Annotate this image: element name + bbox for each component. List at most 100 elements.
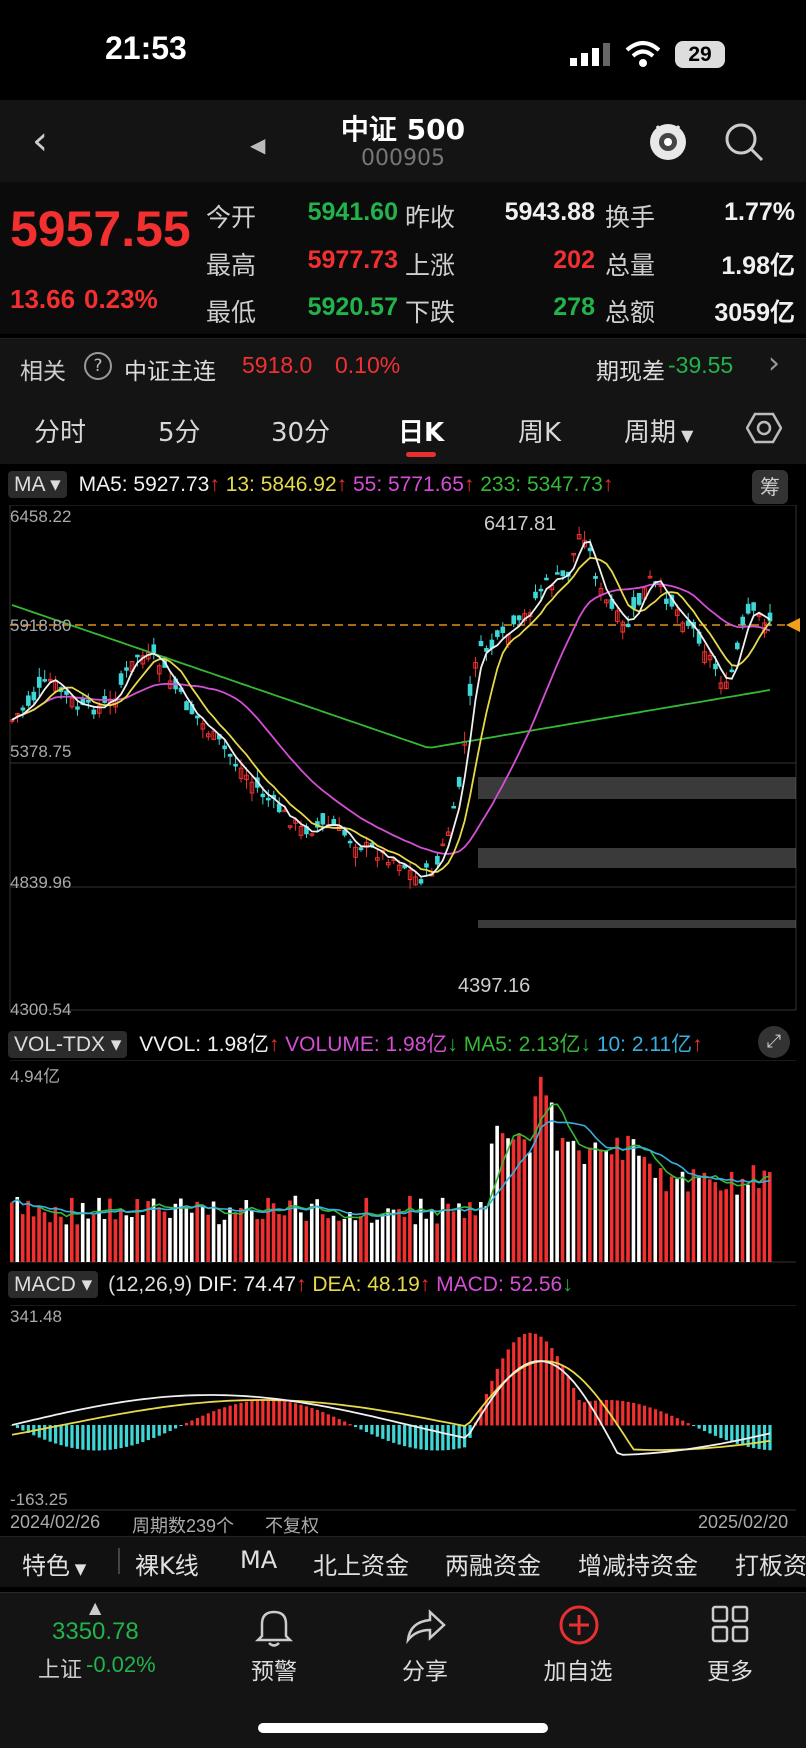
settings-icon[interactable] <box>746 410 782 446</box>
candle-body <box>407 869 413 881</box>
macd-bar <box>261 1400 265 1426</box>
volume-bar <box>735 1194 739 1262</box>
vol-selector[interactable]: VOL-TDX ▾ <box>8 1031 128 1058</box>
macd-bar <box>533 1333 538 1426</box>
index-price[interactable]: 3350.78 <box>52 1618 139 1645</box>
low-value: 5920.57 <box>307 293 398 321</box>
volume-bar <box>228 1207 232 1262</box>
assistant-icon[interactable] <box>645 118 691 164</box>
volume-chart[interactable] <box>0 1060 806 1265</box>
tool-featured[interactable]: 特色 ▼ <box>22 1546 86 1581</box>
candle-body <box>222 745 227 750</box>
volume-bar <box>53 1206 58 1262</box>
macd-bar <box>408 1425 412 1448</box>
macd-bar <box>572 1387 576 1426</box>
volume-bar <box>402 1217 407 1262</box>
tool-limit-up[interactable]: 打板资 <box>735 1552 806 1580</box>
vol-ma10-line <box>11 1119 771 1218</box>
add-circle-icon[interactable] <box>558 1604 600 1646</box>
volume-bar <box>555 1150 559 1262</box>
macd-bar <box>288 1402 292 1426</box>
volume-bar <box>473 1215 478 1262</box>
tab-30min[interactable]: 30分 <box>271 418 331 448</box>
search-icon[interactable] <box>722 120 766 164</box>
macd-bar <box>343 1421 347 1426</box>
ma-selector[interactable]: MA ▾ <box>8 471 67 498</box>
kline-chart[interactable] <box>0 505 806 1015</box>
related-name[interactable]: 中证主连 <box>124 359 216 385</box>
grid-more-icon[interactable] <box>710 1604 750 1644</box>
tab-daily[interactable]: 日K <box>398 418 445 448</box>
help-icon[interactable]: ? <box>84 352 112 380</box>
macd-bar <box>299 1404 303 1426</box>
macd-bar <box>675 1418 679 1426</box>
macd-bar <box>315 1410 319 1426</box>
volume-bar <box>211 1201 216 1262</box>
related-price: 5918.0 <box>242 352 313 378</box>
volume-bar <box>320 1214 325 1262</box>
volume-bar <box>20 1214 25 1262</box>
candle-body <box>647 575 653 579</box>
macd-bar <box>642 1405 647 1426</box>
candle-body <box>724 681 729 689</box>
macd-bar <box>293 1403 298 1426</box>
candle-body <box>484 648 489 652</box>
expand-icon[interactable]: ⤢ <box>758 1026 790 1058</box>
related-row[interactable] <box>0 338 806 397</box>
macd-bar <box>119 1425 123 1449</box>
tool-ma[interactable]: MA <box>240 1546 278 1574</box>
tab-period[interactable]: 周期 ▼ <box>624 412 693 449</box>
back-icon[interactable]: ‹ <box>32 118 48 164</box>
bell-icon[interactable] <box>254 1606 294 1648</box>
prev-stock-icon[interactable]: ◀ <box>250 133 266 157</box>
tool-holdings-change[interactable]: 增减持资金 <box>578 1552 698 1580</box>
macd-bar <box>332 1416 336 1426</box>
alert-button[interactable]: 预警 <box>251 1659 297 1685</box>
macd-bar <box>670 1415 674 1426</box>
candle-body <box>445 831 451 836</box>
candle-body <box>674 609 680 617</box>
volume-bar <box>768 1172 772 1262</box>
tool-bare-k[interactable]: 裸K线 <box>135 1552 199 1580</box>
candle-body <box>456 777 462 787</box>
macd-selector[interactable]: MACD ▾ <box>8 1271 99 1298</box>
volume-bar <box>724 1189 728 1262</box>
macd-bar <box>501 1358 505 1426</box>
volume-bar <box>489 1143 494 1262</box>
price-gridlines <box>9 505 797 1011</box>
volume-bar <box>686 1191 690 1262</box>
caret-up-icon[interactable]: ▲ <box>89 1598 102 1617</box>
candle-body <box>435 855 440 865</box>
macd-bar <box>92 1425 96 1451</box>
macd-bar <box>255 1400 259 1426</box>
related-pct: 0.10% <box>335 352 401 378</box>
volume-bar <box>642 1157 647 1262</box>
tool-margin[interactable]: 两融资金 <box>445 1552 541 1580</box>
chevron-right-icon[interactable]: › <box>768 346 780 381</box>
share-icon[interactable] <box>404 1606 448 1646</box>
tool-northbound[interactable]: 北上资金 <box>313 1552 409 1580</box>
candle-body <box>118 673 124 685</box>
candle-body <box>385 861 391 866</box>
more-button[interactable]: 更多 <box>707 1659 753 1685</box>
macd-chart[interactable] <box>0 1305 806 1525</box>
volume-bar <box>97 1197 101 1262</box>
bottom-bar <box>0 1592 806 1748</box>
volume-bar <box>173 1203 178 1262</box>
candle-body <box>587 547 593 552</box>
add-watchlist-button[interactable]: 加自选 <box>543 1659 613 1685</box>
chip-distribution-button[interactable]: 筹 <box>752 470 788 504</box>
adjust-mode[interactable]: 不复权 <box>265 1516 319 1536</box>
macd-bar <box>370 1425 374 1435</box>
macd-bar <box>615 1400 619 1426</box>
macd-bar <box>179 1425 183 1426</box>
volume-bar <box>669 1176 674 1262</box>
tab-intraday[interactable]: 分时 <box>34 418 87 448</box>
macd-bar <box>37 1425 41 1438</box>
share-button[interactable]: 分享 <box>402 1659 448 1685</box>
tab-weekly[interactable]: 周K <box>518 418 562 448</box>
volume-bar <box>560 1138 565 1262</box>
candle-body <box>342 829 347 836</box>
macd-bar <box>653 1409 658 1426</box>
tab-5min[interactable]: 5分 <box>158 418 201 448</box>
